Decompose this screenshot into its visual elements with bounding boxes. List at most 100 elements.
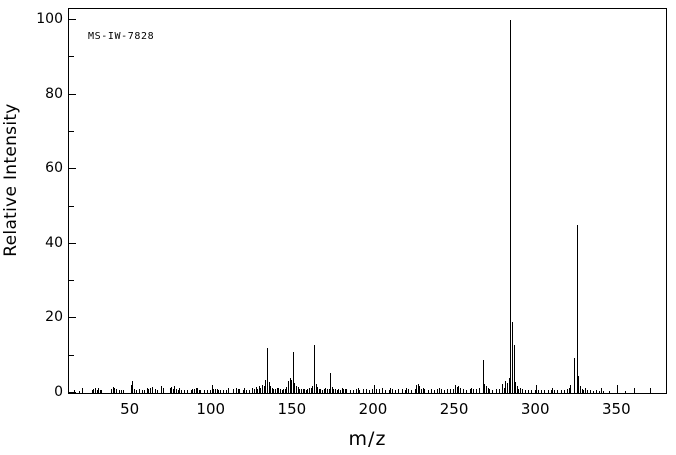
spectrum-peak [353, 390, 354, 393]
x-axis-tick-label: 200 [358, 400, 388, 418]
x-axis-minor-tick [520, 388, 521, 393]
spectrum-peak [509, 378, 510, 393]
x-axis-minor-tick [82, 388, 83, 393]
y-axis-major-tick [69, 317, 76, 318]
spectrum-peak [184, 390, 185, 393]
spectrum-peak [398, 388, 399, 393]
spectrum-peak [210, 389, 211, 393]
spectrum-peak [226, 390, 227, 393]
spectrum-peak [121, 390, 122, 393]
spectrum-peak [119, 389, 120, 393]
x-axis-minor-tick [277, 388, 278, 393]
spectrum-peak [256, 387, 257, 393]
spectrum-peak [116, 388, 117, 393]
spectrum-peak [293, 352, 294, 393]
x-axis-minor-tick [147, 388, 148, 393]
y-axis-minor-tick [69, 280, 74, 281]
spectrum-peak [93, 389, 94, 393]
spectrum-peak [100, 390, 101, 393]
spectrum-peak [306, 389, 307, 393]
spectrum-peak [466, 389, 467, 393]
y-axis-major-tick [69, 94, 76, 95]
spectrum-peak [486, 385, 487, 393]
spectrum-peak [345, 388, 346, 393]
spectrum-peak [252, 388, 253, 393]
spectrum-peak [134, 388, 135, 393]
x-axis-minor-tick [260, 388, 261, 393]
spectrum-peak [389, 390, 390, 393]
spectrum-peak [366, 389, 367, 393]
spectrum-peak [111, 389, 112, 393]
y-axis-tick-label: 20 [45, 309, 63, 326]
spectrum-peak [346, 389, 347, 393]
spectrum-peak [95, 388, 96, 393]
spectrum-peak [574, 357, 575, 393]
spectrum-peak [544, 390, 545, 393]
spectrum-peak [294, 382, 295, 393]
spectrum-peak [265, 379, 266, 393]
spectrum-peak [343, 389, 344, 393]
y-axis-major-tick [69, 168, 76, 169]
spectrum-peak [320, 389, 321, 393]
spectrum-peak [275, 389, 276, 393]
spectrum-peak [319, 388, 320, 393]
spectrum-peak [428, 389, 429, 393]
x-axis-major-tick [374, 385, 375, 393]
spectrum-peak [246, 390, 247, 393]
spectrum-peak [457, 387, 458, 393]
spectrum-peak [283, 389, 284, 393]
spectrum-peak [199, 389, 200, 393]
spectrum-peak [327, 388, 328, 393]
spectrum-peak [123, 390, 124, 393]
spectrum-peak [330, 372, 331, 393]
x-axis-minor-tick [601, 388, 602, 393]
spectrum-peak [170, 388, 171, 393]
spectrum-peak [561, 390, 562, 393]
spectrum-peak [531, 389, 532, 393]
spectrum-peak [249, 390, 250, 393]
spectrum-peak [238, 388, 239, 393]
spectrum-peak [463, 389, 464, 393]
x-axis-minor-tick [114, 388, 115, 393]
spectrum-peak [502, 383, 503, 393]
x-axis-minor-tick [358, 388, 359, 393]
spectrum-peak [557, 390, 558, 393]
spectrum-peak [157, 390, 158, 393]
x-axis-major-tick [212, 385, 213, 393]
x-axis-minor-tick [439, 388, 440, 393]
spectrum-peak [514, 344, 515, 393]
spectrum-peak [280, 389, 281, 393]
spectrum-peak [570, 384, 571, 393]
x-axis-minor-tick [406, 388, 407, 393]
spectrum-peak [431, 389, 432, 393]
x-axis-major-tick [131, 385, 132, 393]
spectrum-peak [144, 390, 145, 393]
x-axis-major-tick [293, 385, 294, 393]
x-axis-minor-tick [244, 388, 245, 393]
spectrum-peak [187, 389, 188, 393]
spectrum-peak [522, 389, 523, 393]
spectrum-peak [419, 386, 420, 393]
spectrum-peak [447, 389, 448, 393]
spectrum-peak [335, 389, 336, 393]
spectrum-peak [204, 390, 205, 393]
spectrum-peak [567, 388, 568, 393]
x-axis-major-tick [455, 385, 456, 393]
spectrum-peak [113, 387, 114, 393]
spectrum-peak [291, 379, 292, 393]
spectrum-peak [535, 390, 536, 393]
spectrum-peak [307, 389, 308, 393]
spectrum-peak [213, 388, 214, 393]
x-axis-major-tick [617, 385, 618, 393]
spectrum-peak [220, 390, 221, 393]
spectrum-peak [296, 385, 297, 393]
spectrum-peak [590, 390, 591, 393]
x-axis-tick-label: 150 [277, 400, 307, 418]
spectrum-peak [578, 376, 579, 393]
spectrum-peak [359, 389, 360, 393]
spectrum-peak [515, 381, 516, 393]
spectrum-peak [298, 387, 299, 393]
spectrum-peak [314, 344, 315, 393]
spectrum-peak [197, 387, 198, 393]
